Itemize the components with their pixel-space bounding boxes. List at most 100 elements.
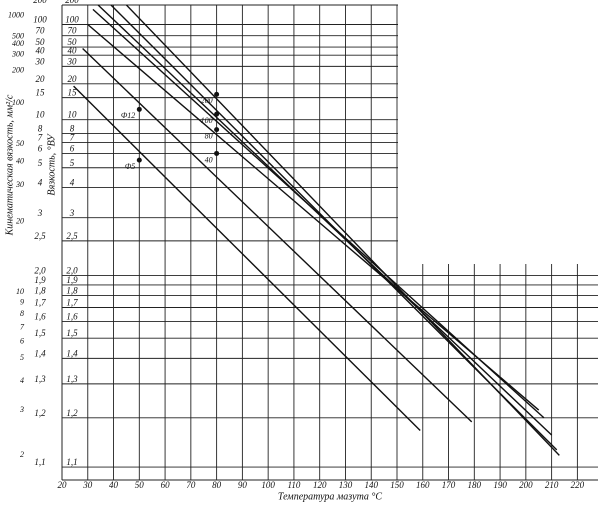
y2-axis-label: Вязкость, °ВУ bbox=[46, 133, 57, 196]
y-tick-label: 6 bbox=[20, 337, 24, 346]
y-tick-label: 40 bbox=[68, 45, 78, 55]
y-tick-label: 4 bbox=[20, 376, 24, 385]
y-tick-label: 8 bbox=[70, 124, 75, 134]
point-label: Ф12 bbox=[121, 111, 135, 120]
y-tick-label: 1,3 bbox=[34, 374, 46, 384]
y-tick-label: 100 bbox=[12, 98, 24, 107]
y-tick-label: 5 bbox=[20, 353, 24, 362]
point-label: Ф5 bbox=[125, 162, 135, 171]
y-tick-label: 2,0 bbox=[66, 266, 78, 276]
x-tick-label: 20 bbox=[58, 480, 68, 490]
x-tick-label: 90 bbox=[238, 480, 248, 490]
y-tick-label: 300 bbox=[11, 50, 24, 59]
y-tick-label: 200 bbox=[12, 66, 24, 75]
y-tick-label: 20 bbox=[36, 74, 46, 84]
y-tick-label: 1,3 bbox=[66, 374, 78, 384]
y-tick-label: 400 bbox=[12, 39, 24, 48]
y-tick-label: 30 bbox=[67, 56, 78, 66]
x-tick-label: 190 bbox=[493, 480, 507, 490]
x-tick-label: 100 bbox=[261, 480, 275, 490]
y-tick-label: 8 bbox=[38, 124, 43, 134]
y-tick-label: 1,8 bbox=[66, 285, 78, 295]
y-tick-label: 20 bbox=[16, 217, 24, 226]
y-tick-label: 1,8 bbox=[34, 285, 46, 295]
y-tick-label: 1,5 bbox=[66, 328, 78, 338]
y-tick-label: 6 bbox=[70, 144, 75, 154]
y-tick-label: 50 bbox=[68, 37, 78, 47]
y-tick-label: 4 bbox=[70, 178, 75, 188]
y-tick-label: 30 bbox=[15, 180, 24, 189]
y-tick-label: 1,9 bbox=[34, 275, 46, 285]
y-tick-label: 50 bbox=[16, 139, 24, 148]
y-tick-label: 70 bbox=[68, 26, 78, 36]
point bbox=[214, 91, 220, 97]
x-tick-label: 200 bbox=[519, 480, 533, 490]
x-tick-label: 180 bbox=[468, 480, 482, 490]
y-tick-label: 3 bbox=[19, 405, 24, 414]
line bbox=[82, 48, 473, 423]
y-tick-label: 1,1 bbox=[34, 457, 45, 467]
point bbox=[136, 157, 142, 163]
y-tick-label: 1,6 bbox=[66, 312, 78, 322]
x-tick-label: 160 bbox=[416, 480, 430, 490]
y-tick-label: 9 bbox=[20, 297, 24, 306]
x-tick-label: 150 bbox=[390, 480, 404, 490]
x-tick-label: 220 bbox=[571, 480, 585, 490]
y-tick-label: 500 bbox=[12, 32, 24, 41]
y-tick-label: 200 bbox=[33, 0, 47, 5]
y-tick-label: 1,5 bbox=[34, 328, 46, 338]
y-tick-label: 2,0 bbox=[34, 266, 46, 276]
line bbox=[73, 85, 421, 431]
y-tick-label: 7 bbox=[20, 323, 25, 332]
y-tick-label: 1,6 bbox=[34, 312, 46, 322]
line bbox=[97, 4, 553, 436]
y-tick-label: 10 bbox=[68, 110, 78, 120]
y-tick-label: 30 bbox=[35, 56, 46, 66]
y-tick-label: 8 bbox=[20, 309, 24, 318]
y-tick-label: 1,7 bbox=[34, 298, 46, 308]
point bbox=[214, 111, 220, 117]
x-tick-label: 50 bbox=[135, 480, 145, 490]
point bbox=[214, 127, 220, 133]
y-tick-label: 7 bbox=[70, 132, 75, 142]
y-tick-label: 6 bbox=[38, 144, 43, 154]
y-tick-label: 1,1 bbox=[66, 457, 77, 467]
point-label: 200 bbox=[201, 96, 213, 105]
y-tick-label: 1,7 bbox=[66, 298, 78, 308]
x-tick-label: 30 bbox=[82, 480, 93, 490]
x-axis-label: Температура мазута °С bbox=[278, 491, 382, 502]
x-tick-label: 170 bbox=[442, 480, 456, 490]
y-tick-label: 5 bbox=[38, 158, 43, 168]
x-tick-label: 120 bbox=[313, 480, 327, 490]
y-tick-label: 100 bbox=[65, 15, 79, 25]
y-tick-label: 10 bbox=[36, 110, 46, 120]
y-tick-label: 15 bbox=[36, 88, 46, 98]
x-tick-label: 210 bbox=[545, 480, 559, 490]
y-tick-label: 4 bbox=[38, 178, 43, 188]
y-tick-label: 1,2 bbox=[66, 408, 78, 418]
y-tick-label: 1,2 bbox=[34, 408, 46, 418]
point-label: 80 bbox=[205, 131, 213, 140]
x-tick-label: 130 bbox=[339, 480, 353, 490]
y-tick-label: 1,9 bbox=[66, 275, 78, 285]
y-tick-label: 20 bbox=[68, 74, 78, 84]
x-tick-label: 70 bbox=[186, 480, 196, 490]
y-tick-label: 200 bbox=[65, 0, 79, 5]
y-tick-label: 70 bbox=[36, 26, 46, 36]
y-tick-label: 40 bbox=[36, 45, 46, 55]
x-tick-label: 60 bbox=[161, 480, 171, 490]
y-tick-label: 2,5 bbox=[34, 231, 46, 241]
point bbox=[214, 150, 220, 156]
y-axis-label: Кинематическая вязкость, мм²/с bbox=[4, 94, 15, 236]
y-tick-label: 40 bbox=[16, 156, 24, 165]
y-tick-label: 3 bbox=[37, 208, 43, 218]
y-tick-label: 1000 bbox=[8, 11, 24, 20]
point bbox=[136, 106, 142, 112]
y-tick-label: 7 bbox=[38, 132, 43, 142]
x-tick-label: 80 bbox=[212, 480, 222, 490]
point-label: 100 bbox=[201, 116, 213, 125]
y-tick-label: 3 bbox=[69, 208, 75, 218]
y-tick-label: 1,4 bbox=[34, 348, 46, 358]
y-tick-label: 1,4 bbox=[66, 348, 78, 358]
